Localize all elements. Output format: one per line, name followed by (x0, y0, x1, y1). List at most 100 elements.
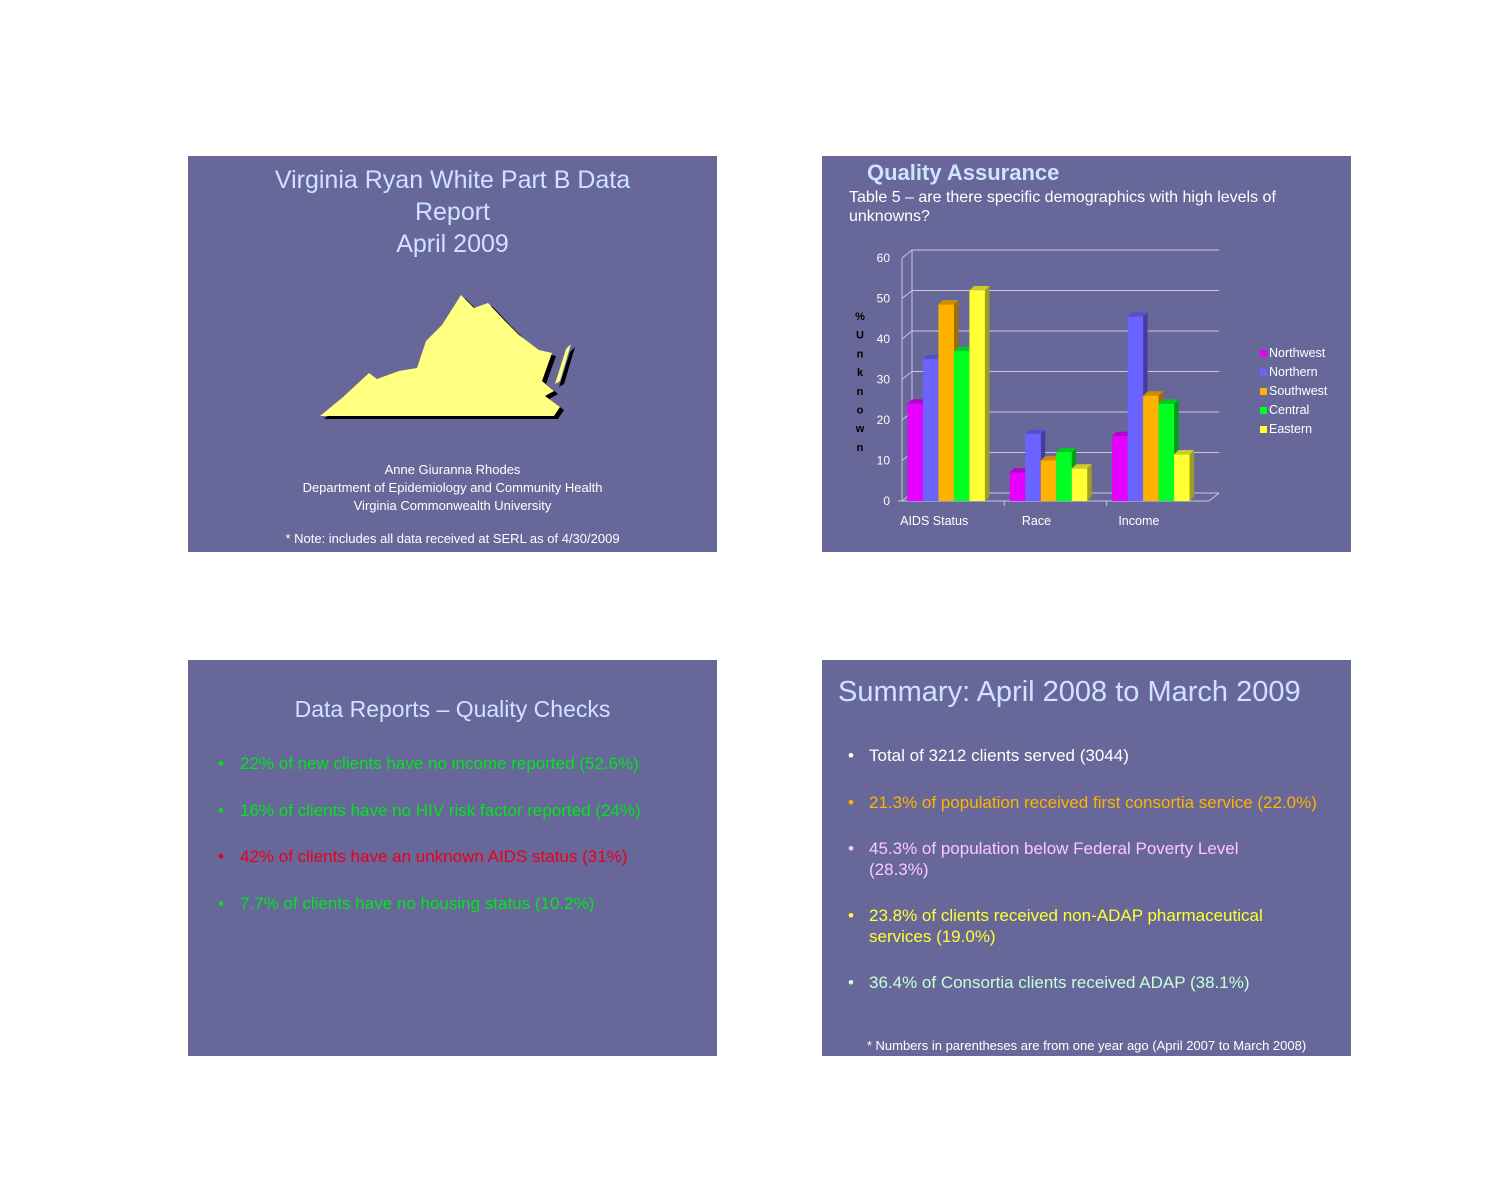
bullet-icon: • (848, 746, 854, 765)
slide-subheading: Table 5 – are there specific demographic… (849, 189, 1276, 225)
bar-top (1040, 456, 1061, 461)
footnote: * Numbers in parentheses are from one ye… (866, 1038, 1307, 1053)
list-item: • 7.7% of clients have no housing status … (218, 894, 641, 914)
bullet-text: 16% of clients have no HIV risk factor r… (240, 800, 641, 820)
y-axis-label-letter: w (855, 423, 865, 435)
bullet-icon: • (848, 906, 854, 925)
y-tick-label: 20 (877, 413, 891, 427)
y-axis-label-letter: % (855, 311, 865, 323)
bar (922, 359, 939, 501)
gridline-depth (901, 330, 913, 340)
bar-top (938, 300, 959, 305)
slide-title: Summary: April 2008 to March 2009 (838, 676, 1301, 708)
y-axis-label-letter: n (857, 348, 864, 360)
slide-title: Virginia Ryan White Part B Data Report A… (188, 156, 717, 552)
gridline-depth (901, 371, 913, 380)
legend-swatch (1260, 426, 1267, 433)
bar (1158, 403, 1175, 501)
bar-top (922, 354, 943, 360)
list-item: • 23.8% of clients received non-ADAP phar… (848, 905, 1319, 947)
legend-label: Eastern (1269, 422, 1312, 436)
list-item: • 36.4% of Consortia clients received ADA… (848, 972, 1343, 993)
y-tick-label: 10 (877, 454, 891, 468)
gridline-depth (901, 290, 913, 299)
bar (1143, 395, 1159, 501)
bullet-icon: • (848, 973, 854, 992)
bar-side (1189, 450, 1195, 501)
y-tick-label: 30 (877, 373, 891, 387)
y-tick-label: 0 (883, 494, 890, 508)
bar-top (1071, 464, 1092, 469)
bar-top (1025, 429, 1046, 435)
quality-checks-list: • 22% of new clients have no income repor… (218, 754, 641, 940)
bar-top (1056, 448, 1077, 453)
author-department: Department of Epidemiology and Community… (302, 480, 603, 495)
bar-top (1009, 468, 1030, 473)
bar (1025, 434, 1041, 501)
author-university: Virginia Commonwealth University (353, 498, 552, 513)
bar-top (969, 286, 990, 291)
report-title: Virginia Ryan White Part B Data Report A… (188, 164, 717, 260)
bullet-icon: • (848, 793, 854, 812)
bar (907, 403, 923, 501)
bar (1127, 316, 1144, 501)
bar-top (907, 399, 928, 404)
bar-top (1112, 431, 1133, 437)
bullet-text: 22% of new clients have no income report… (240, 754, 639, 773)
bullet-text: 23.8% of clients received non-ADAP pharm… (869, 906, 1263, 946)
bar-top (1127, 312, 1148, 317)
x-tick-label: Race (1022, 514, 1051, 528)
author-name: Anne Giuranna Rhodes (384, 462, 521, 477)
list-item: • 45.3% of population below Federal Pover… (848, 838, 1289, 880)
legend-label: Central (1269, 403, 1309, 417)
y-tick-label: 60 (877, 251, 891, 265)
bar-top (1143, 391, 1164, 396)
bar-top (1174, 450, 1195, 455)
bullet-icon: • (218, 754, 224, 773)
bullet-text: 45.3% of population below Federal Povert… (869, 839, 1239, 879)
x-tick-label: AIDS Status (900, 514, 968, 528)
bar-top (1158, 399, 1179, 404)
bar-top (953, 346, 974, 352)
bar (1009, 472, 1026, 501)
legend-swatch (1260, 369, 1267, 376)
bar-side (1087, 464, 1092, 501)
legend-label: Northwest (1269, 346, 1326, 360)
slide-quality-assurance: Quality Assurance Table 5 – are there sp… (822, 156, 1351, 552)
bar (953, 351, 970, 501)
list-item: • 16% of clients have no HIV risk factor … (218, 801, 641, 821)
bar (938, 304, 954, 501)
bar-side (984, 286, 990, 501)
bullet-text: 36.4% of Consortia clients received ADAP… (869, 973, 1250, 992)
bullet-text: 42% of clients have an unknown AIDS stat… (240, 847, 628, 866)
legend-label: Southwest (1269, 384, 1328, 398)
legend-swatch (1260, 407, 1267, 414)
bullet-icon: • (848, 839, 854, 858)
report-title-line: April 2009 (396, 230, 509, 258)
data-note: * Note: includes all data received at SE… (285, 531, 620, 546)
virginia-map-image (320, 295, 575, 419)
slide-heading: Quality Assurance (867, 160, 1060, 185)
bar (1112, 436, 1128, 501)
bar (1040, 460, 1057, 501)
list-item: • 22% of new clients have no income repor… (218, 754, 641, 774)
slide-quality-checks: Data Reports – Quality Checks • 22% of ne… (188, 660, 717, 1056)
bullet-icon: • (218, 893, 224, 913)
legend-swatch (1260, 388, 1267, 395)
y-tick-label: 50 (877, 292, 891, 306)
y-axis-label-letter: k (857, 367, 864, 379)
y-axis-label-letter: U (856, 330, 864, 342)
slide-summary: Summary: April 2008 to March 2009 • Total… (822, 660, 1351, 1056)
y-axis-label-letter: o (857, 405, 864, 417)
bar (1071, 468, 1088, 501)
y-axis-label-letter: n (857, 442, 864, 454)
slide-title: Data Reports – Quality Checks (294, 696, 611, 722)
bar (1174, 454, 1190, 501)
bullet-text: 21.3% of population received first conso… (869, 793, 1317, 812)
author-block: Anne Giuranna Rhodes Department of Epide… (188, 461, 717, 515)
report-title-line: Report (414, 198, 491, 226)
bullet-icon: • (218, 800, 224, 820)
y-tick-label: 40 (877, 332, 891, 346)
report-title-line: Virginia Ryan White Part B Data (274, 166, 631, 194)
